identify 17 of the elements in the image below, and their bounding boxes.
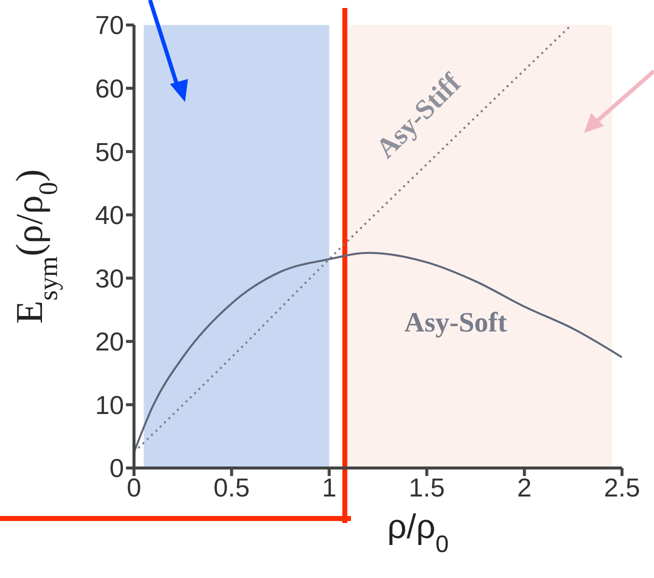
x-tick-label: 2 — [517, 472, 532, 502]
y-tick-label: 40 — [95, 200, 124, 230]
y-tick-label: 0 — [110, 453, 124, 484]
series-label: Asy-Soft — [404, 307, 508, 338]
y-tick-label: 20 — [95, 326, 124, 357]
y-tick-label: 50 — [95, 136, 124, 167]
x-tick-label: 1 — [322, 472, 336, 502]
x-tick-label: 2.5 — [604, 472, 640, 502]
x-tick-label: 1.5 — [408, 472, 445, 502]
y-tick-label: 60 — [95, 74, 124, 104]
y-tick-label: 10 — [95, 390, 124, 420]
line-series — [134, 25, 572, 454]
x-tick-label: 0.5 — [214, 472, 250, 502]
y-tick-label: 70 — [95, 10, 124, 40]
line-series — [134, 252, 622, 454]
x-axis-title: ρ/ρ$_{0}$ — [387, 508, 449, 558]
y-tick-label: 30 — [95, 263, 124, 294]
